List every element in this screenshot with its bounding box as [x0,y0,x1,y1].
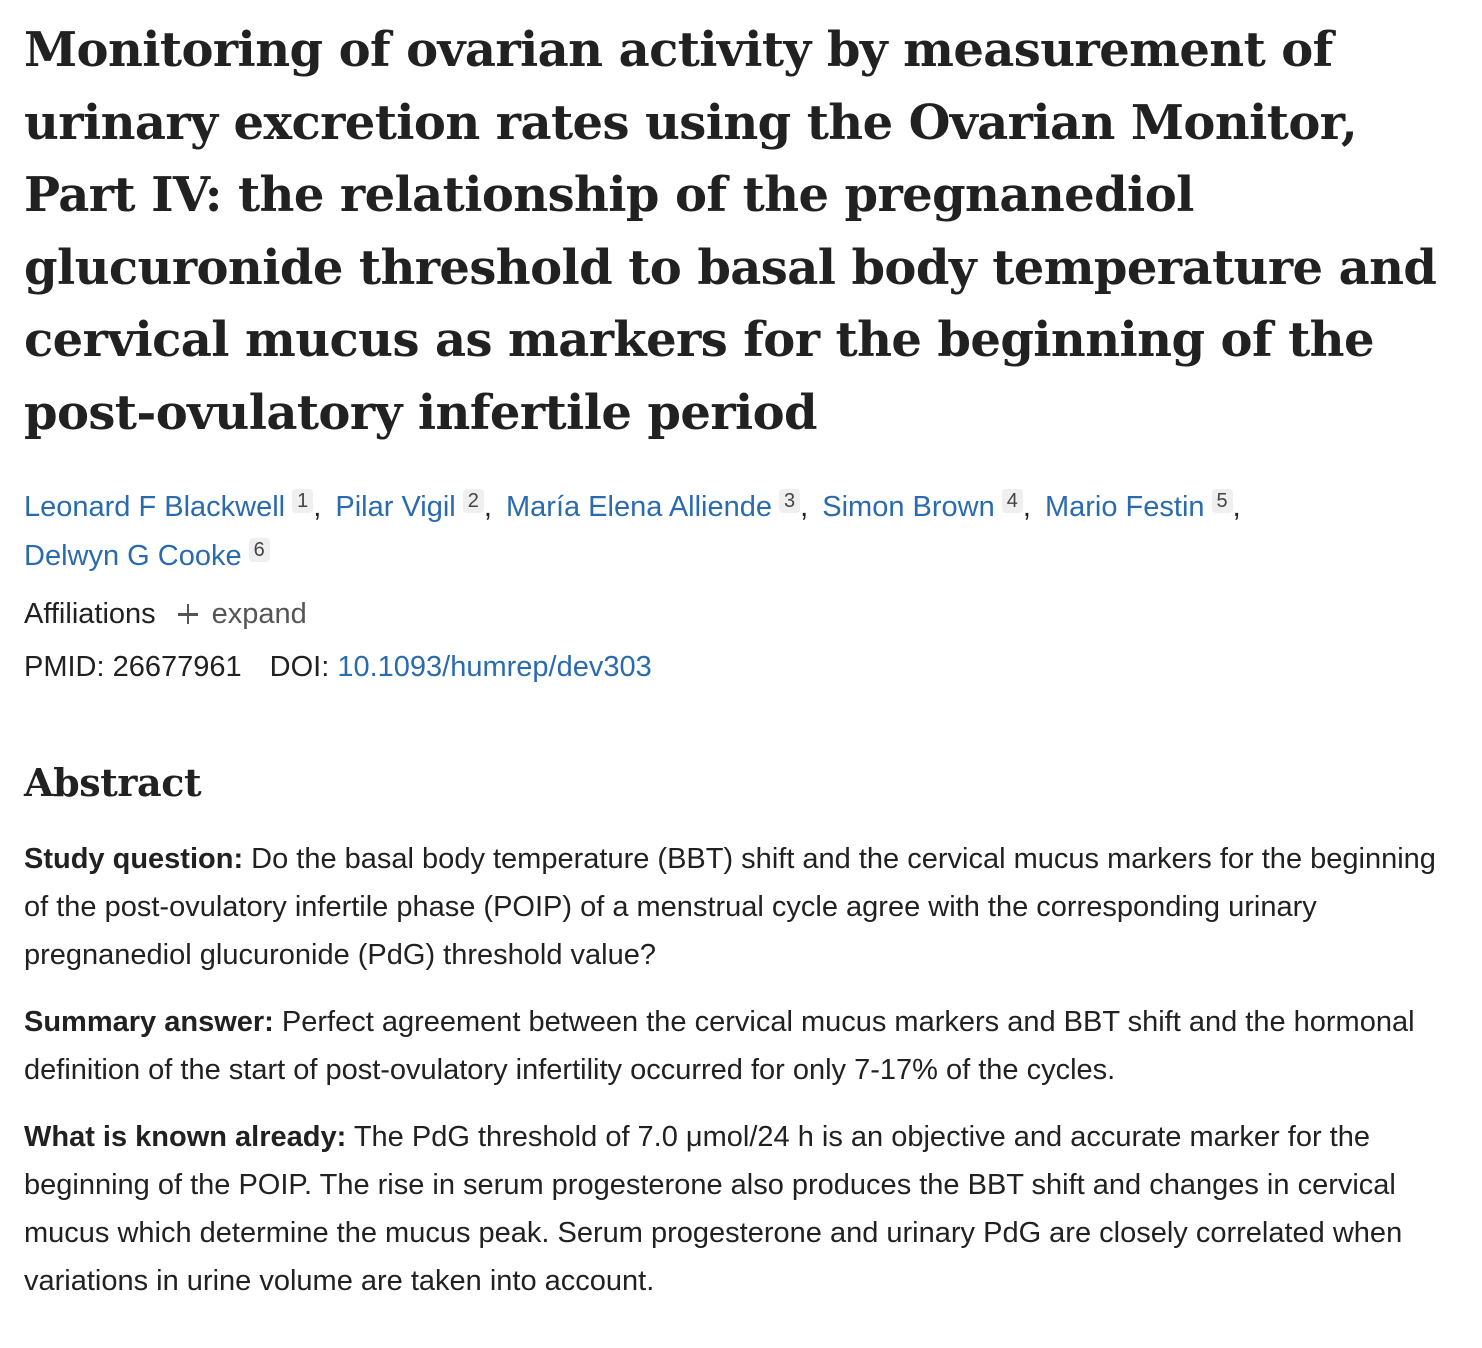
author-separator: , [483,491,492,523]
pmid-value: 26677961 [112,651,242,683]
abstract-paragraph: Summary answer: Perfect agreement betwee… [24,998,1462,1094]
abstract-section-text: Do the basal body temperature (BBT) shif… [24,843,1436,971]
affiliation-number[interactable]: 6 [248,538,270,562]
affiliation-number[interactable]: 2 [462,489,484,513]
author-link[interactable]: Delwyn G Cooke [24,540,242,572]
plus-icon [177,604,198,624]
author-separator: , [800,491,809,523]
abstract-section-label: Summary answer: [24,1006,274,1038]
author-link[interactable]: Pilar Vigil [335,491,456,523]
affiliation-number[interactable]: 5 [1211,489,1233,513]
doi-link[interactable]: 10.1093/humrep/dev303 [337,651,652,683]
author-separator: , [1232,491,1241,523]
affiliation-number[interactable]: 3 [779,489,801,513]
affiliations-label: Affiliations [24,598,156,630]
expand-affiliations-button[interactable]: expand [177,592,307,636]
pmid-label: PMID: [24,651,105,683]
author-link[interactable]: Leonard F Blackwell [24,491,286,523]
affiliations-row: Affiliations expand [24,592,1462,636]
author-separator: , [1022,491,1031,523]
abstract-section-label: Study question: [24,843,244,875]
author-list: Leonard F Blackwell 1, Pilar Vigil 2, Marí… [24,483,1462,581]
affiliation-number[interactable]: 4 [1001,489,1023,513]
identifiers-row: PMID: 26677961 DOI: 10.1093/humrep/dev303 [24,645,1462,689]
article-title: Monitoring of ovarian activity by measur… [24,22,1437,441]
author-link[interactable]: María Elena Alliende [506,491,772,523]
abstract-section-text: Perfect agreement between the cervical m… [24,1006,1415,1086]
abstract-section-text: The PdG threshold of 7.0 μmol/24 h is an… [24,1121,1403,1297]
abstract-paragraph: What is known already: The PdG threshold… [24,1113,1462,1305]
abstract-body: Study question: Do the basal body temper… [24,835,1462,1305]
author-separator: , [313,491,322,523]
abstract-heading: Abstract [24,760,202,805]
author-link[interactable]: Simon Brown [822,491,995,523]
doi-label: DOI: [269,651,330,683]
abstract-section-label: What is known already: [24,1121,347,1153]
author-link[interactable]: Mario Festin [1044,491,1205,523]
affiliation-number[interactable]: 1 [292,489,314,513]
abstract-paragraph: Study question: Do the basal body temper… [24,835,1462,979]
expand-label: expand [211,598,307,630]
